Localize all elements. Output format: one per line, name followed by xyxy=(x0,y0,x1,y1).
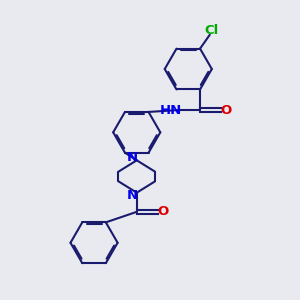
Text: O: O xyxy=(220,103,232,116)
Text: HN: HN xyxy=(160,103,182,116)
Text: N: N xyxy=(127,152,138,164)
Text: N: N xyxy=(127,188,138,202)
Text: Cl: Cl xyxy=(204,25,218,38)
Text: O: O xyxy=(157,205,169,218)
